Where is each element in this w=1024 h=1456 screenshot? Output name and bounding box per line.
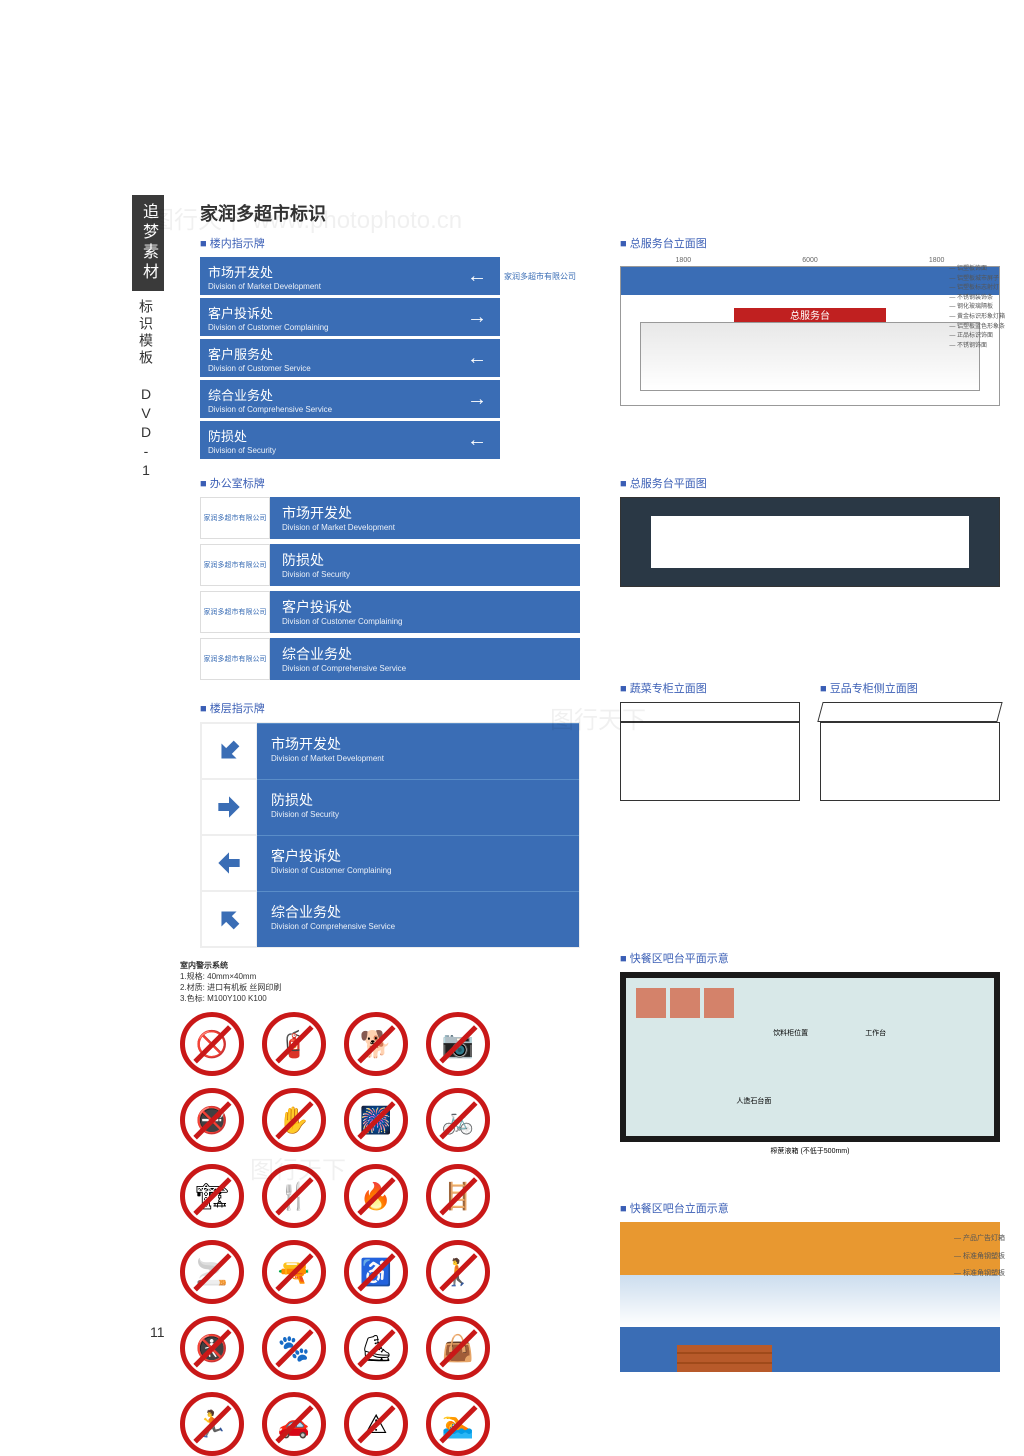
- prohibition-icon: 🚲: [426, 1088, 490, 1152]
- arrow-icon: →: [462, 388, 492, 411]
- prohibition-icon: 🔥: [344, 1164, 408, 1228]
- directional-sign: 防损处Division of Security ←: [200, 421, 500, 459]
- office-sign-row: 家润多超市有限公司 市场开发处Division of Market Develo…: [200, 497, 580, 539]
- office-sign-row: 家润多超市有限公司 综合业务处Division of Comprehensive…: [200, 638, 580, 680]
- logo-icon: 家润多超市有限公司: [200, 497, 270, 539]
- prohibition-icon: 🏊: [426, 1392, 490, 1456]
- section-label-dir: 楼内指示牌: [200, 235, 580, 251]
- prohibition-icon: 🚷: [180, 1316, 244, 1380]
- section-booths: 蔬菜专柜立面图 豆品专柜侧立面图: [620, 680, 1000, 812]
- arrow-icon: ←: [462, 429, 492, 452]
- prohibition-icon: 🎆: [344, 1088, 408, 1152]
- prohibition-icon: 🏃: [180, 1392, 244, 1456]
- prohibition-icon: 🏗: [180, 1164, 244, 1228]
- floor-sign-row: 客户投诉处Division of Customer Complaining: [201, 835, 579, 891]
- prohibition-icon: 🚗: [262, 1392, 326, 1456]
- prohibition-icon: 📷: [426, 1012, 490, 1076]
- logo-icon: 家润多超市有限公司: [200, 638, 270, 680]
- prohibition-icon: 🐾: [262, 1316, 326, 1380]
- prohibition-icon: 👜: [426, 1316, 490, 1380]
- prohibition-icon: ⛸: [344, 1316, 408, 1380]
- section-desk-plan: 总服务台平面图: [620, 475, 1000, 587]
- prohibition-icon: 🔫: [262, 1240, 326, 1304]
- floor-sign-row: 防损处Division of Security: [201, 779, 579, 835]
- label-snack-plan: 快餐区吧台平面示意: [620, 950, 1000, 966]
- floor-sign-row: 综合业务处Division of Comprehensive Service: [201, 891, 579, 947]
- label-booth2: 豆品专柜侧立面图: [820, 680, 1000, 696]
- prohibition-icon: ♿: [344, 1240, 408, 1304]
- page-container: 追梦素材 标识模板 DVD-1 家润多超市标识 楼内指示牌 市场开发处Divis…: [50, 80, 990, 1380]
- office-sign-row: 家润多超市有限公司 防损处Division of Security: [200, 544, 580, 586]
- desk-plan-diagram: [620, 497, 1000, 587]
- label-desk-plan: 总服务台平面图: [620, 475, 1000, 491]
- logo-block: 家润多超市有限公司: [500, 257, 580, 295]
- directional-sign: 客户投诉处Division of Customer Complaining →: [200, 298, 500, 336]
- prohibition-icon: ⚠: [344, 1392, 408, 1456]
- floor-sign-row: 市场开发处Division of Market Development: [201, 723, 579, 779]
- prohibition-icon: 🚫: [180, 1012, 244, 1076]
- directional-sign: 客户服务处Division of Customer Service ←: [200, 339, 500, 377]
- prohibition-icon: 🚬: [180, 1240, 244, 1304]
- prohibition-icon: ✋: [262, 1088, 326, 1152]
- label-bar-elev: 快餐区吧台立面示意: [620, 1200, 1000, 1216]
- desk-elevation-diagram: 总服务台: [620, 266, 1000, 406]
- logo-icon: 家润多超市有限公司: [200, 591, 270, 633]
- sidebar-tab: 追梦素材 标识模板 DVD-1: [132, 195, 164, 489]
- bar-elevation-diagram: [620, 1222, 1000, 1372]
- section-floor: 楼层指示牌 市场开发处Division of Market Developmen…: [200, 700, 580, 948]
- floor-arrow-icon: [201, 835, 257, 891]
- warn-title: 室内警示系统: [180, 960, 580, 971]
- prohibition-icon: 🚭: [180, 1088, 244, 1152]
- label-booth1: 蔬菜专柜立面图: [620, 680, 800, 696]
- prohibition-icon: 🧯: [262, 1012, 326, 1076]
- booth1-diagram: [620, 702, 800, 812]
- snack-plan-diagram: 饮料柜位置 工作台 人造石台面: [620, 972, 1000, 1142]
- logo-icon: 家润多超市有限公司: [200, 544, 270, 586]
- section-directional: 楼内指示牌 市场开发处Division of Market Developmen…: [200, 235, 580, 462]
- prohibition-icon: 🪜: [426, 1164, 490, 1228]
- section-office: 办公室标牌 家润多超市有限公司 市场开发处Division of Market …: [200, 475, 580, 685]
- arrow-icon: ←: [462, 265, 492, 288]
- section-snack-plan: 快餐区吧台平面示意 饮料柜位置 工作台 人造石台面 榨蔗液箱 (不低于500mm…: [620, 950, 1000, 1156]
- label-desk-elev: 总服务台立面图: [620, 235, 1000, 251]
- section-label-floor: 楼层指示牌: [200, 700, 580, 716]
- section-prohibition: 室内警示系统 1.规格: 40mm×40mm 2.材质: 进口有机板 丝网印刷 …: [180, 960, 580, 1456]
- booth2-diagram: [820, 702, 1000, 812]
- section-bar-elev: 快餐区吧台立面示意 — 产品广告灯箱— 标准角钢塑板— 标准角钢塑板: [620, 1200, 1000, 1372]
- directional-sign: 综合业务处Division of Comprehensive Service →: [200, 380, 500, 418]
- directional-sign: 市场开发处Division of Market Development ←: [200, 257, 500, 295]
- floor-arrow-icon: [201, 779, 257, 835]
- prohibition-icon: 🚶: [426, 1240, 490, 1304]
- sidebar-light-label: 标识模板 DVD-1: [132, 291, 160, 489]
- section-desk-elev: 总服务台立面图 180060001800 总服务台 — 铝塑板饰面— 铝塑板城市…: [620, 235, 1000, 406]
- arrow-icon: ←: [462, 347, 492, 370]
- office-sign-row: 家润多超市有限公司 客户投诉处Division of Customer Comp…: [200, 591, 580, 633]
- floor-arrow-icon: [201, 723, 257, 779]
- page-number: 11: [150, 1324, 165, 1340]
- section-label-office: 办公室标牌: [200, 475, 580, 491]
- arrow-icon: →: [462, 306, 492, 329]
- prohibition-icon: 🍴: [262, 1164, 326, 1228]
- page-title: 家润多超市标识: [200, 200, 326, 226]
- prohibition-icon: 🐕: [344, 1012, 408, 1076]
- sidebar-dark-label: 追梦素材: [132, 195, 164, 291]
- floor-arrow-icon: [201, 891, 257, 947]
